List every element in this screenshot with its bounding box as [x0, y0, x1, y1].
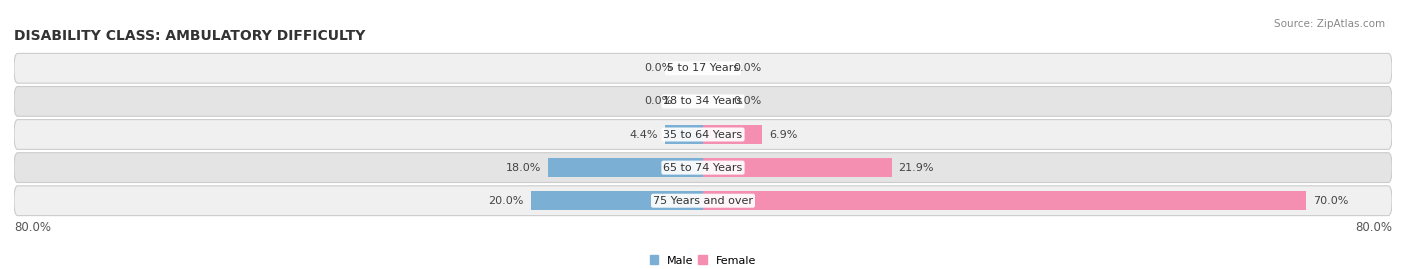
Text: 21.9%: 21.9% — [898, 162, 934, 173]
Bar — [703, 125, 762, 144]
Text: 20.0%: 20.0% — [488, 196, 524, 206]
Text: 18.0%: 18.0% — [506, 162, 541, 173]
Text: 0.0%: 0.0% — [644, 96, 673, 107]
Text: 0.0%: 0.0% — [644, 63, 673, 73]
FancyBboxPatch shape — [14, 120, 1392, 149]
Text: 5 to 17 Years: 5 to 17 Years — [666, 63, 740, 73]
Text: 70.0%: 70.0% — [1313, 196, 1348, 206]
FancyBboxPatch shape — [14, 153, 1392, 182]
Bar — [531, 191, 703, 210]
Text: 0.0%: 0.0% — [733, 96, 762, 107]
Bar — [703, 158, 891, 177]
Bar — [665, 125, 703, 144]
Text: 4.4%: 4.4% — [630, 129, 658, 140]
Legend: Male, Female: Male, Female — [645, 251, 761, 269]
Bar — [548, 158, 703, 177]
Text: 18 to 34 Years: 18 to 34 Years — [664, 96, 742, 107]
Text: 80.0%: 80.0% — [1355, 221, 1392, 234]
Text: 0.0%: 0.0% — [733, 63, 762, 73]
FancyBboxPatch shape — [14, 53, 1392, 83]
Text: 6.9%: 6.9% — [769, 129, 797, 140]
Bar — [703, 191, 1306, 210]
Text: 75 Years and over: 75 Years and over — [652, 196, 754, 206]
FancyBboxPatch shape — [14, 186, 1392, 216]
Text: 35 to 64 Years: 35 to 64 Years — [664, 129, 742, 140]
Text: DISABILITY CLASS: AMBULATORY DIFFICULTY: DISABILITY CLASS: AMBULATORY DIFFICULTY — [14, 29, 366, 43]
Text: 80.0%: 80.0% — [14, 221, 51, 234]
FancyBboxPatch shape — [14, 87, 1392, 116]
Text: Source: ZipAtlas.com: Source: ZipAtlas.com — [1274, 19, 1385, 29]
Text: 65 to 74 Years: 65 to 74 Years — [664, 162, 742, 173]
